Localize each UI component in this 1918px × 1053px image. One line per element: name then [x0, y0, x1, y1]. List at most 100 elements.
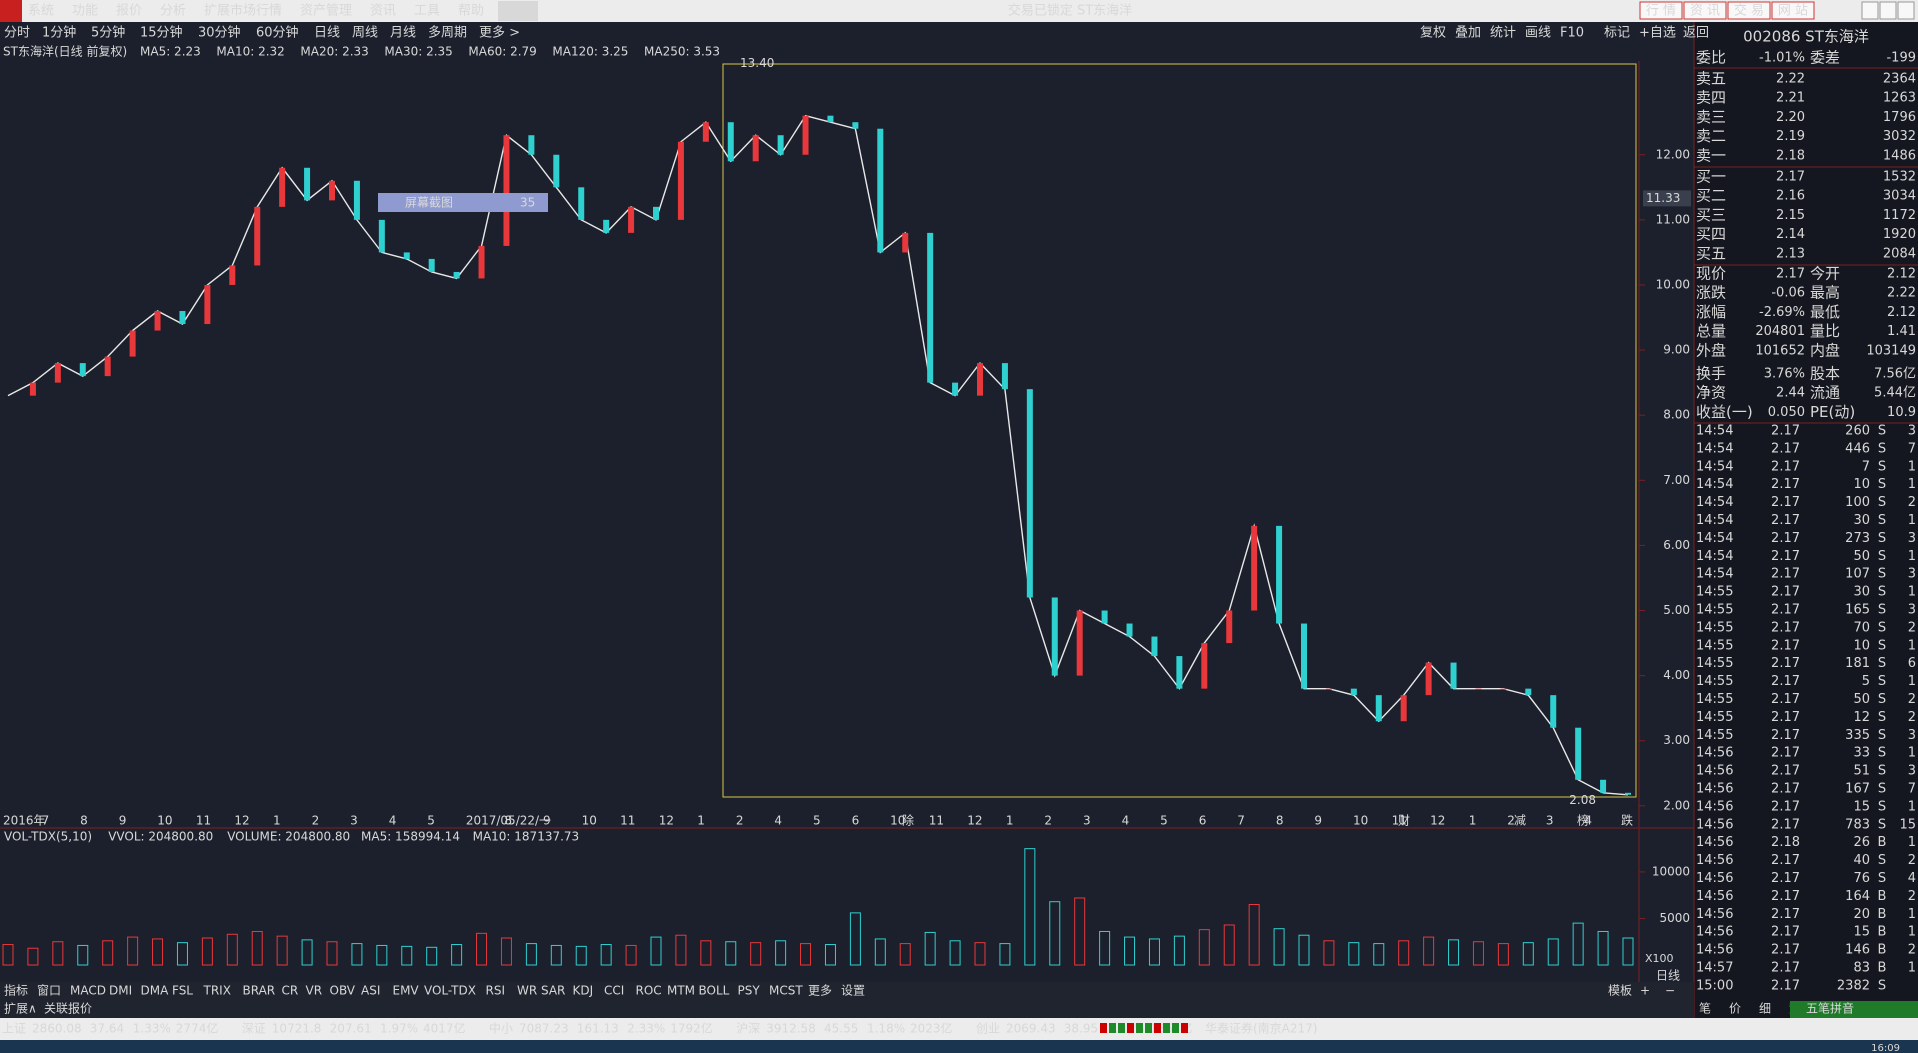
- indicator-tab[interactable]: ROC: [636, 984, 662, 998]
- indicator-tab[interactable]: 指标: [4, 983, 28, 998]
- menu-item[interactable]: 帮助: [458, 4, 484, 19]
- template-control[interactable]: −: [1665, 984, 1675, 998]
- period-tab[interactable]: 月线: [390, 26, 416, 41]
- window-control[interactable]: [1879, 1, 1897, 20]
- indicator-tab[interactable]: MCST: [769, 984, 803, 998]
- template-control[interactable]: 模板: [1608, 984, 1632, 998]
- menu-item[interactable]: 系统: [28, 4, 54, 19]
- indicator-tab[interactable]: EMV: [393, 984, 420, 998]
- volume-bar: [226, 933, 238, 966]
- indicator-tab[interactable]: OBV: [330, 984, 356, 998]
- tick-side: S: [1878, 978, 1886, 993]
- tick-volume: 7: [1862, 459, 1870, 474]
- tick-time: 14:55: [1696, 620, 1733, 635]
- volume-bar: [775, 940, 787, 966]
- date-label: 10: [890, 814, 905, 828]
- candle: [1276, 525, 1283, 624]
- discover-bg: [498, 1, 538, 21]
- indicator-tab[interactable]: 更多: [808, 984, 832, 998]
- top-button[interactable]: 网 站: [1778, 4, 1808, 19]
- menu-item[interactable]: 分析: [160, 4, 186, 19]
- tick-time: 14:56: [1696, 889, 1733, 904]
- tick-time: 14:55: [1696, 710, 1733, 725]
- menu-item[interactable]: 报价: [116, 4, 142, 19]
- indicator-tab[interactable]: PSY: [738, 984, 761, 998]
- candle: [578, 187, 585, 220]
- indicator-tab[interactable]: MTM: [667, 984, 695, 998]
- candle: [902, 232, 909, 253]
- period-tab[interactable]: 周线: [352, 26, 378, 41]
- indicator-tab[interactable]: BOLL: [699, 984, 730, 998]
- panel-tab[interactable]: 细: [1759, 1002, 1771, 1016]
- period-tab[interactable]: 更多 >: [479, 25, 520, 41]
- menu-item[interactable]: 扩展市场行情: [204, 3, 282, 19]
- bid-volume: 3034: [1883, 189, 1916, 204]
- indicator-tab[interactable]: FSL: [172, 984, 193, 998]
- indicator-tab[interactable]: 设置: [841, 984, 865, 998]
- window-control[interactable]: [1897, 1, 1915, 20]
- tick-price: 2.17: [1771, 799, 1800, 814]
- period-tab[interactable]: 日线: [314, 26, 340, 41]
- tick-side: S: [1878, 477, 1886, 492]
- indicator-tab[interactable]: BRAR: [243, 984, 276, 998]
- tool-button[interactable]: 复权: [1420, 25, 1446, 41]
- indicator-tab[interactable]: SAR: [541, 984, 565, 998]
- top-button[interactable]: 行 情: [1646, 4, 1676, 19]
- period-tab[interactable]: 15分钟: [140, 25, 183, 41]
- indicator-tab[interactable]: VOL-TDX: [424, 984, 476, 998]
- stat-label: 最高: [1810, 284, 1840, 302]
- indicator-tab[interactable]: KDJ: [573, 984, 594, 998]
- tool-button[interactable]: 返回: [1683, 26, 1709, 41]
- menu-item[interactable]: 资产管理: [300, 4, 352, 19]
- expand-button[interactable]: 扩展∧: [4, 1002, 37, 1016]
- tool-button[interactable]: 统计: [1490, 26, 1516, 41]
- tool-button[interactable]: 画线: [1525, 26, 1551, 41]
- candle: [603, 219, 610, 233]
- related-quote[interactable]: 关联报价: [44, 1001, 92, 1016]
- period-tab[interactable]: 60分钟: [256, 25, 299, 41]
- date-label: 7: [42, 814, 50, 828]
- indicator-tab[interactable]: ASI: [361, 984, 380, 998]
- volume-bar: [550, 944, 562, 966]
- period-tab[interactable]: 5分钟: [91, 25, 125, 41]
- tick-count: 1: [1908, 549, 1916, 564]
- button-bg: [1683, 1, 1727, 20]
- tool-button[interactable]: F10: [1560, 26, 1584, 41]
- period-tab[interactable]: 30分钟: [198, 25, 241, 41]
- window-control[interactable]: [1861, 1, 1879, 20]
- candle: [104, 356, 111, 377]
- period-tab[interactable]: 1分钟: [42, 25, 76, 41]
- tick-volume: 30: [1853, 513, 1870, 528]
- date-label: 12: [967, 814, 982, 828]
- indicator-tab[interactable]: VR: [306, 984, 323, 998]
- top-button[interactable]: 交 易: [1734, 3, 1764, 19]
- indicator-tab[interactable]: 窗口: [37, 984, 61, 998]
- top-button[interactable]: 资 讯: [1690, 4, 1720, 19]
- menu-item[interactable]: 工具: [414, 4, 440, 19]
- indicator-tab[interactable]: TRIX: [203, 984, 231, 998]
- panel-tab[interactable]: 价: [1729, 1002, 1741, 1016]
- menu-item[interactable]: 发现: [502, 3, 528, 19]
- stat-label: 涨幅: [1696, 303, 1726, 321]
- tool-button[interactable]: +自选: [1639, 26, 1676, 41]
- template-control[interactable]: +: [1640, 984, 1650, 998]
- indicator-tab[interactable]: CCI: [604, 984, 624, 998]
- date-label: 6: [1199, 814, 1207, 828]
- tool-button[interactable]: 标记: [1604, 26, 1630, 41]
- tick-time: 14:56: [1696, 907, 1733, 922]
- tool-button[interactable]: 叠加: [1455, 26, 1481, 41]
- chart-title: ST东海洋(日线 前复权): [3, 44, 127, 59]
- indicator-tab[interactable]: WR: [517, 984, 537, 998]
- indicator-tab[interactable]: CR: [282, 984, 299, 998]
- indicator-tab[interactable]: DMI: [109, 984, 132, 998]
- panel-tab[interactable]: 笔: [1699, 1001, 1711, 1016]
- period-tab[interactable]: 分时: [4, 26, 30, 41]
- indicator-tab[interactable]: MACD: [70, 984, 106, 998]
- period-tab[interactable]: 多周期: [428, 25, 467, 41]
- candle: [1051, 597, 1058, 676]
- indicator-tab[interactable]: DMA: [141, 984, 170, 998]
- menu-item[interactable]: 功能: [72, 4, 98, 19]
- indicator-tab[interactable]: RSI: [486, 984, 506, 998]
- volume-bar: [2, 944, 14, 966]
- menu-item[interactable]: 资讯: [370, 4, 396, 19]
